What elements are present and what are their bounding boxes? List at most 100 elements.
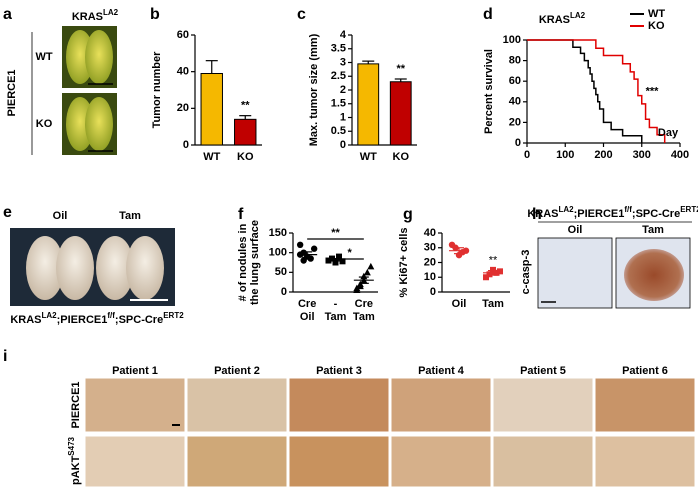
y-tick-label: 1: [340, 111, 346, 123]
point: [310, 245, 318, 252]
row-label: PIERCE1: [70, 381, 82, 428]
y-tick-label: 0: [340, 139, 346, 151]
y-tick-label: 100: [269, 247, 287, 259]
point: [339, 258, 346, 265]
point: [296, 241, 304, 248]
column-label: Oil: [568, 224, 583, 236]
y-axis-label: Max. tumor size (mm): [308, 33, 320, 146]
x-tick-label: WT: [360, 151, 377, 163]
caption-sup: ERT2: [680, 205, 698, 214]
y-tick-label: 0: [183, 139, 189, 151]
row-label-sup: S473: [67, 436, 76, 455]
x-tick-label: 100: [556, 149, 574, 161]
point: [486, 271, 493, 278]
column-label: Tam: [642, 224, 664, 236]
point: [363, 268, 371, 276]
x-tick-label: KO: [237, 151, 254, 163]
x-tick-label: Tam: [482, 298, 504, 310]
y-tick-label: 0.5: [331, 125, 346, 137]
ihc-image: [84, 377, 186, 433]
y-axis-label: Percent survival: [483, 49, 495, 134]
point: [325, 257, 332, 264]
row-label-text: pAKT: [70, 455, 82, 485]
caption-text: KRAS: [527, 208, 558, 220]
panel-title-text: KRAS: [72, 11, 103, 23]
panel-label: f: [238, 206, 244, 223]
point: [497, 268, 503, 275]
y-tick-label: 40: [424, 227, 436, 239]
ihc-image: [594, 435, 696, 487]
x-tick-label: KO: [393, 151, 410, 163]
ihc-image: [390, 435, 492, 487]
y-tick-label: 1.5: [331, 98, 346, 110]
caption-text: ;SPC-Cre: [632, 208, 680, 220]
column-label: Patient 1: [112, 365, 158, 377]
chart-title-text: KRAS: [539, 14, 570, 26]
point: [332, 259, 339, 266]
y-tick-label: 50: [275, 266, 287, 278]
caption: KRASLA2;PIERCE1f/f;SPC-CreERT2: [527, 205, 698, 220]
x-tick-label: Oil: [300, 311, 315, 323]
y-tick-label: 20: [424, 256, 436, 268]
caption-text: ;PIERCE1: [57, 314, 108, 326]
x-tick-label: Cre: [355, 298, 373, 310]
x-axis-label: Day: [658, 127, 679, 139]
survival-line: [527, 39, 643, 143]
caption-text: KRAS: [10, 314, 41, 326]
x-tick-label: 400: [671, 149, 689, 161]
y-tick-label: 0: [515, 137, 521, 149]
y-tick-label: 0: [281, 286, 287, 298]
ihc-image: [288, 435, 390, 487]
point: [367, 262, 375, 270]
lung-photo: [85, 97, 113, 151]
row-label: pAKTS473: [67, 436, 82, 485]
y-tick-label: 80: [509, 55, 521, 67]
bar: [357, 63, 380, 146]
annotation: *: [348, 247, 353, 259]
y-tick-label: 40: [509, 96, 521, 108]
panel-label: c: [297, 6, 306, 23]
point: [353, 286, 361, 294]
point: [356, 282, 364, 290]
point: [336, 253, 342, 260]
ihc-image: [186, 435, 288, 487]
column-label: Patient 6: [622, 365, 668, 377]
panel-label: d: [483, 6, 493, 23]
column-label: Patient 5: [520, 365, 566, 377]
x-tick-label: Tam: [325, 311, 347, 323]
column-label: Patient 3: [316, 365, 362, 377]
point: [490, 266, 496, 273]
y-tick-label: 40: [177, 66, 189, 78]
caption-sup: LA2: [41, 311, 57, 320]
lung-photo: [85, 30, 113, 84]
ihc-image: [624, 249, 684, 301]
y-tick-label: 150: [269, 227, 287, 239]
annotation: **: [396, 63, 405, 75]
annotation: ***: [646, 85, 660, 97]
row-label: KO: [36, 118, 53, 130]
legend-label: WT: [648, 8, 665, 20]
ihc-image: [492, 435, 594, 487]
y-axis-label: # of nodules in: [237, 223, 249, 301]
panel-title-sup: LA2: [103, 8, 119, 17]
column-label: Oil: [53, 210, 68, 222]
bar: [389, 81, 412, 146]
x-tick-label: Cre: [298, 298, 316, 310]
point: [300, 257, 307, 264]
caption-sup: LA2: [558, 205, 574, 214]
y-tick-label: 100: [503, 34, 521, 46]
ihc-image: [288, 377, 390, 433]
ihc-image: [594, 377, 696, 433]
x-tick-label: Oil: [452, 298, 467, 310]
x-tick-label: 200: [594, 149, 612, 161]
survival-line: [527, 39, 666, 143]
y-tick-label: 4: [340, 29, 347, 41]
row-label: WT: [35, 51, 52, 63]
ihc-image: [84, 435, 186, 487]
bar: [200, 73, 223, 146]
column-label: Tam: [119, 210, 141, 222]
ihc-image: [537, 237, 613, 309]
x-tick-label: WT: [203, 151, 220, 163]
chart-title: KRASLA2: [539, 11, 586, 26]
